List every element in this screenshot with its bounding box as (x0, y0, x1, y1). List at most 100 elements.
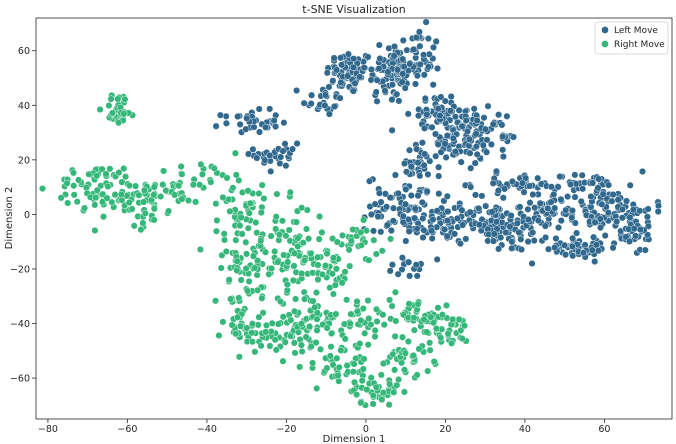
point-right-move (243, 250, 251, 258)
point-left-move (462, 235, 470, 243)
point-left-move (507, 211, 515, 220)
point-right-move (212, 200, 220, 208)
point-right-move (244, 224, 252, 232)
point-right-move (279, 357, 287, 365)
legend-marker-left-move (601, 26, 609, 34)
point-left-move (601, 232, 609, 240)
point-left-move (579, 185, 587, 193)
point-right-move (372, 250, 380, 258)
point-right-move (323, 364, 331, 372)
point-right-move (356, 340, 364, 348)
point-right-move (321, 261, 330, 270)
point-left-move (472, 142, 480, 151)
point-right-move (102, 170, 110, 178)
point-right-move (327, 343, 335, 351)
point-left-move (390, 42, 399, 51)
point-right-move (361, 329, 369, 337)
point-right-move (286, 188, 294, 196)
point-right-move (236, 222, 244, 230)
point-left-move (630, 225, 638, 233)
point-right-move (177, 162, 185, 171)
point-left-move (497, 233, 505, 242)
point-right-move (243, 324, 251, 332)
x-axis: −80 −60 −40 −20 0 20 40 60 (38, 419, 610, 435)
point-left-move (398, 78, 406, 86)
point-left-move (578, 171, 586, 179)
point-right-move (251, 264, 259, 272)
point-right-move (258, 294, 266, 302)
x-tick-label: 40 (519, 424, 531, 435)
point-right-move (329, 290, 337, 298)
point-right-move (132, 182, 140, 190)
point-right-move (258, 181, 266, 189)
point-left-move (536, 199, 544, 207)
point-right-move (73, 198, 81, 206)
point-right-move (120, 164, 128, 173)
point-left-move (389, 217, 397, 225)
point-left-move (402, 237, 410, 245)
point-right-move (232, 236, 240, 244)
point-left-move (336, 94, 344, 102)
point-left-move (388, 261, 396, 269)
point-left-move (556, 173, 564, 181)
plot-frame (35, 17, 673, 420)
point-left-move (508, 177, 516, 185)
point-right-move (93, 172, 101, 180)
point-left-move (288, 145, 297, 153)
point-right-move (386, 380, 394, 388)
point-right-move (104, 182, 112, 190)
point-left-move (272, 123, 280, 131)
point-left-move (420, 161, 428, 169)
point-left-move (594, 247, 603, 255)
point-left-move (465, 135, 474, 143)
point-left-move (411, 214, 419, 222)
point-left-move (429, 81, 437, 89)
point-right-move (323, 250, 331, 258)
point-right-move (69, 169, 78, 177)
point-right-move (347, 310, 355, 318)
point-right-move (385, 401, 393, 409)
point-right-move (410, 326, 418, 334)
point-left-move (293, 86, 301, 95)
point-left-move (449, 134, 457, 142)
point-right-move (298, 347, 306, 356)
point-right-move (175, 182, 183, 190)
point-left-move (406, 60, 414, 68)
point-left-move (350, 55, 358, 63)
point-left-move (531, 204, 539, 212)
point-right-move (400, 388, 408, 396)
point-left-move (475, 204, 483, 212)
point-right-move (121, 95, 129, 103)
point-left-move (434, 140, 442, 148)
point-left-move (618, 205, 627, 213)
point-left-move (399, 212, 407, 220)
point-left-move (401, 84, 409, 92)
point-right-move (103, 194, 111, 202)
point-left-move (508, 238, 516, 246)
point-left-move (423, 187, 431, 195)
point-right-move (426, 339, 434, 347)
point-right-move (414, 300, 422, 308)
point-left-move (443, 232, 451, 240)
point-right-move (235, 294, 243, 302)
point-left-move (373, 76, 381, 84)
point-left-move (530, 237, 538, 245)
point-left-move (544, 245, 553, 253)
point-right-move (328, 270, 336, 278)
point-right-move (207, 178, 215, 186)
point-right-move (420, 315, 428, 323)
point-right-move (115, 119, 123, 127)
point-left-move (393, 90, 401, 98)
point-left-move (596, 224, 605, 232)
point-right-move (159, 181, 167, 189)
point-left-move (534, 217, 542, 225)
point-right-move (292, 295, 300, 303)
point-right-move (333, 238, 341, 246)
point-right-move (275, 231, 283, 239)
point-left-move (404, 67, 413, 75)
y-tick-label: 0 (24, 210, 30, 221)
point-right-move (329, 254, 337, 262)
point-right-move (272, 346, 280, 354)
point-right-move (314, 261, 322, 269)
point-left-move (557, 195, 565, 203)
